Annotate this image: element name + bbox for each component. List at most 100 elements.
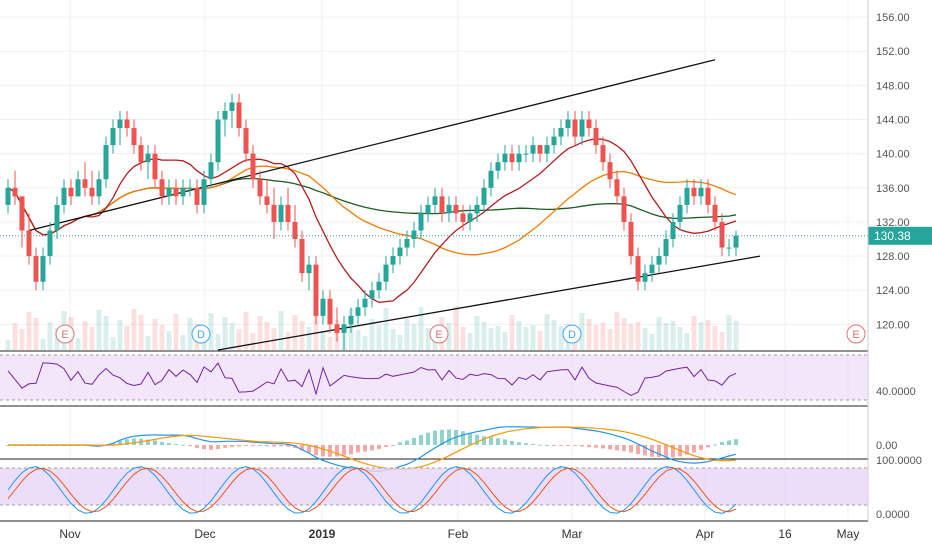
- price-tick-label: 132.00: [876, 217, 910, 229]
- candle-body: [635, 256, 641, 282]
- candle-body: [649, 264, 655, 274]
- volume-bar: [96, 310, 102, 350]
- rsi-level-label: 40.0000: [876, 386, 916, 398]
- macd-histogram-bar: [377, 445, 381, 450]
- event-marker-circle: [55, 324, 75, 344]
- price-tick-label: 140.00: [876, 149, 910, 161]
- volume-bar: [670, 321, 676, 350]
- event-marker-label: D: [197, 329, 205, 341]
- candle-body: [544, 145, 550, 154]
- candle-body: [712, 204, 718, 222]
- candle-body: [411, 230, 417, 240]
- macd-histogram-bar: [734, 439, 738, 445]
- volume-bar: [635, 322, 641, 350]
- candle-body: [355, 307, 361, 316]
- candle-body: [551, 136, 557, 146]
- candle-body: [47, 230, 53, 257]
- volume-bar: [152, 319, 158, 350]
- candle-body: [68, 187, 74, 197]
- candle-body: [131, 128, 137, 146]
- macd-histogram-bar: [629, 445, 633, 453]
- x-axis-label: 2019: [309, 527, 336, 541]
- candle-body: [530, 145, 536, 154]
- macd-histogram-bar: [188, 445, 192, 447]
- candle-body: [278, 204, 284, 222]
- candle-body: [334, 324, 340, 333]
- macd-histogram-bar: [356, 445, 360, 453]
- volume-bar: [40, 339, 46, 350]
- volume-bar: [614, 312, 620, 350]
- candle-body: [425, 204, 431, 214]
- candle-body: [201, 179, 207, 205]
- x-axis-label: Feb: [448, 527, 469, 541]
- candle-body: [166, 187, 172, 197]
- macd-histogram-bar: [496, 438, 500, 445]
- macd-histogram-bar: [195, 445, 199, 448]
- volume-bar: [691, 316, 697, 350]
- candle-body: [404, 239, 410, 248]
- candle-body: [558, 128, 564, 137]
- candle-body: [509, 153, 515, 163]
- candle-body: [341, 324, 347, 333]
- stoch-k-line: [7, 466, 737, 514]
- candle-body: [348, 315, 354, 325]
- candle-body: [187, 187, 193, 189]
- candle-body: [320, 298, 326, 316]
- macd-histogram-bar: [468, 432, 472, 445]
- volume-bar: [187, 318, 193, 350]
- macd-histogram-bar: [517, 442, 521, 445]
- macd-histogram-bar: [223, 445, 227, 448]
- macd-histogram-bar: [258, 445, 262, 447]
- volume-bar: [474, 316, 480, 350]
- trendline-lower: [217, 255, 761, 351]
- candle-body: [467, 213, 473, 222]
- volume-bar: [551, 320, 557, 350]
- candle-body: [719, 221, 725, 248]
- event-marker-label: E: [61, 329, 68, 341]
- macd-histogram-bar: [524, 443, 528, 445]
- macd-histogram-bar: [391, 445, 395, 446]
- volume-bar: [607, 329, 613, 350]
- candle-body: [33, 256, 39, 282]
- candle-body: [502, 153, 508, 163]
- volume-bar: [397, 335, 403, 350]
- volume-bar: [383, 308, 389, 350]
- candle-body: [565, 119, 571, 129]
- macd-histogram-bar: [237, 445, 241, 447]
- volume-bar: [523, 327, 529, 350]
- candle-body: [222, 110, 228, 120]
- macd-histogram-bar: [664, 445, 668, 458]
- volume-bar: [271, 328, 277, 350]
- volume-bar: [656, 317, 662, 350]
- volume-bar: [292, 315, 298, 350]
- rsi-band: [0, 355, 868, 400]
- volume-bar: [75, 338, 81, 350]
- last-price-label: 130.38: [874, 229, 911, 243]
- macd-histogram-bar: [636, 445, 640, 455]
- x-axis-label: Nov: [59, 527, 80, 541]
- candle-body: [684, 187, 690, 205]
- candle-body: [481, 187, 487, 205]
- volume-bar: [306, 327, 312, 350]
- volume-bar: [705, 320, 711, 350]
- candle-body: [705, 187, 711, 205]
- candle-body: [621, 196, 627, 222]
- candle-body: [656, 256, 662, 265]
- rsi-line: [7, 362, 737, 396]
- macd-histogram-bar: [216, 445, 220, 450]
- event-marker-e: E: [846, 324, 866, 344]
- volume-bar: [131, 309, 137, 350]
- macd-histogram-bar: [181, 444, 185, 446]
- volume-bar: [537, 331, 543, 350]
- event-marker-d: D: [562, 324, 582, 344]
- volume-bar: [250, 333, 256, 350]
- candle-body: [593, 128, 599, 146]
- macd-histogram-bar: [160, 441, 164, 445]
- volume-bar: [243, 312, 249, 350]
- volume-bar: [173, 314, 179, 350]
- candle-body: [117, 119, 123, 129]
- macd-histogram-bar: [412, 437, 416, 445]
- volume-bar: [313, 310, 319, 350]
- candle-body: [159, 179, 165, 197]
